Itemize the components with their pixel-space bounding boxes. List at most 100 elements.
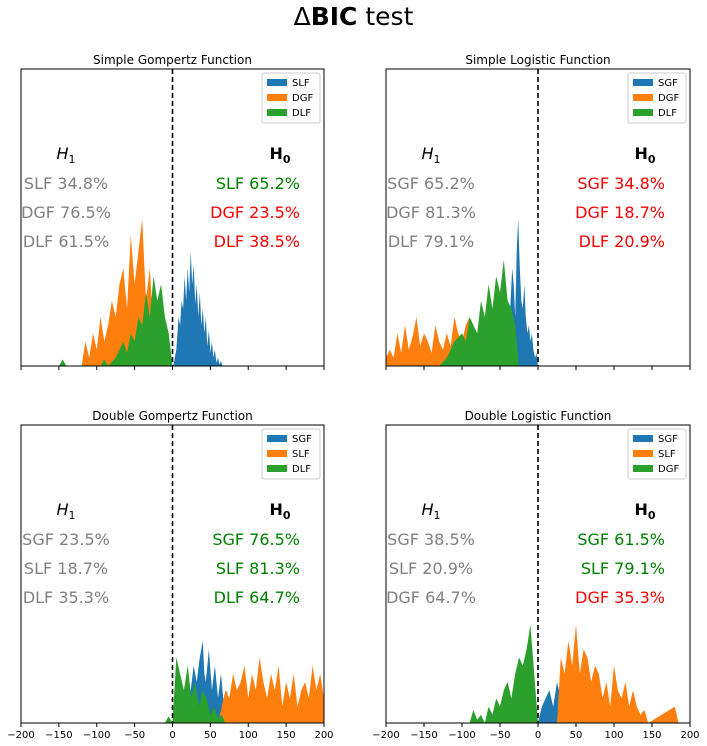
x-tick-label: −150 (45, 730, 72, 741)
x-tick-label: 50 (570, 730, 583, 741)
legend-label-slf: SLF (292, 449, 310, 460)
h1-row: SGF 23.5% (22, 530, 110, 549)
x-tick-label: 200 (680, 730, 699, 741)
x-tick-label: 200 (314, 730, 333, 741)
h0-row: DGF 23.5% (210, 203, 300, 222)
h0-row: SLF 79.1% (581, 559, 665, 578)
x-tick-label: 150 (642, 730, 661, 741)
h0-label: H0 (634, 144, 655, 166)
x-tick-label: −150 (410, 730, 437, 741)
legend-label-slf: SLF (292, 78, 310, 89)
series-area-dlf (58, 276, 173, 366)
h0-label: H0 (269, 500, 290, 522)
legend-label-sgf: SGF (658, 434, 678, 445)
h0-subscript: 0 (648, 509, 656, 522)
x-tick-label: 100 (239, 730, 258, 741)
legend-label-dgf: DGF (658, 93, 679, 104)
legend-swatch-dgf (267, 94, 287, 101)
x-tick-label: 50 (204, 730, 217, 741)
h1-row: SLF 20.9% (389, 559, 473, 578)
legend-swatch-sgf (633, 79, 653, 86)
h0-label: H0 (269, 144, 290, 166)
figure-title-bold: BIC (310, 2, 358, 31)
panel-4: Double Logistic Function −200 −150 −100 −50 0… (372, 409, 699, 741)
panel-title: Simple Gompertz Function (93, 53, 252, 67)
legend-swatch-dlf (267, 109, 287, 116)
x-tick-label: −200 (7, 730, 34, 741)
legend-swatch-sgf (267, 435, 287, 442)
legend-swatch-sgf (633, 435, 653, 442)
legend-label-sgf: SGF (292, 434, 312, 445)
h0-subscript: 0 (283, 509, 291, 522)
legend-swatch-dlf (633, 109, 653, 116)
h1-label: H1 (421, 144, 440, 166)
h1-label: H1 (56, 500, 75, 522)
legend-label-dlf: DLF (292, 108, 311, 119)
h0-row: DLF 64.7% (214, 588, 300, 607)
legend-swatch-slf (267, 79, 287, 86)
h0-row: SLF 65.2% (216, 174, 300, 193)
legend-label-dlf: DLF (292, 464, 311, 475)
h0-subscript: 0 (648, 153, 656, 166)
panel-title: Double Logistic Function (465, 409, 612, 423)
panel-title: Double Gompertz Function (92, 409, 252, 423)
h0-row: DLF 38.5% (214, 232, 300, 251)
h1-row: DLF 79.1% (388, 232, 474, 251)
x-tick-label: 0 (535, 730, 541, 741)
figure-title-prefix: Δ (293, 2, 311, 31)
panel-2: Simple Logistic Function SGF DGF DLF H1 H0 SGF… (385, 53, 691, 370)
panel-3: Double Gompertz Function −200 −150 −100 −50 0… (7, 409, 333, 741)
series-area-dgf (469, 624, 538, 723)
x-tick-label: 150 (277, 730, 296, 741)
series-area-slf (218, 657, 324, 723)
h1-label: H1 (56, 144, 75, 166)
h1-row: SGF 38.5% (387, 530, 475, 549)
h1-row: DGF 64.7% (386, 588, 476, 607)
panel-1: Simple Gompertz Function SLF DGF DLF H1 H0 SLF… (20, 53, 325, 370)
x-tick-label: −50 (124, 730, 145, 741)
series-area-sgf (187, 641, 234, 723)
h0-row: SGF 34.8% (577, 174, 665, 193)
legend-swatch-slf (633, 450, 653, 457)
figure-title: ΔBIC test (0, 2, 707, 31)
x-tick-label: −100 (83, 730, 110, 741)
h1-label: H1 (421, 500, 440, 522)
h1-row: SLF 18.7% (24, 559, 108, 578)
h0-row: DGF 18.7% (575, 203, 665, 222)
h1-row: SGF 65.2% (387, 174, 475, 193)
x-tick-label: −100 (448, 730, 475, 741)
series-area-dlf (164, 657, 226, 723)
figure-title-suffix: test (357, 2, 414, 31)
legend-label-dgf: DGF (658, 464, 679, 475)
x-tick-label: 100 (604, 730, 623, 741)
h1-row: SLF 34.8% (24, 174, 108, 193)
h1-subscript: 1 (69, 509, 76, 522)
legend-swatch-slf (267, 450, 287, 457)
series-area-dlf (439, 259, 519, 366)
h1-subscript: 1 (434, 509, 441, 522)
legend-label-dlf: DLF (658, 108, 677, 119)
h1-row: DLF 61.5% (23, 232, 109, 251)
series-area-slf (173, 251, 223, 366)
h0-subscript: 0 (283, 153, 291, 166)
panel-title: Simple Logistic Function (465, 53, 610, 67)
legend-label-dgf: DGF (292, 93, 313, 104)
h1-row: DLF 35.3% (23, 588, 109, 607)
series-area-slf (557, 624, 679, 723)
legend-label-slf: SLF (658, 449, 676, 460)
x-tick-label: −200 (372, 730, 399, 741)
x-tick-label: 0 (169, 730, 175, 741)
h1-row: DGF 76.5% (21, 203, 111, 222)
h1-row: DGF 81.3% (386, 203, 476, 222)
h1-subscript: 1 (434, 153, 441, 166)
legend-swatch-dgf (633, 465, 653, 472)
h0-row: DGF 35.3% (575, 588, 665, 607)
h0-row: SLF 81.3% (216, 559, 300, 578)
h0-row: SGF 76.5% (212, 530, 300, 549)
h0-row: DLF 20.9% (579, 232, 665, 251)
x-tick-label: −50 (489, 730, 510, 741)
legend-swatch-dgf (633, 94, 653, 101)
legend-label-sgf: SGF (658, 78, 678, 89)
h0-label: H0 (634, 500, 655, 522)
